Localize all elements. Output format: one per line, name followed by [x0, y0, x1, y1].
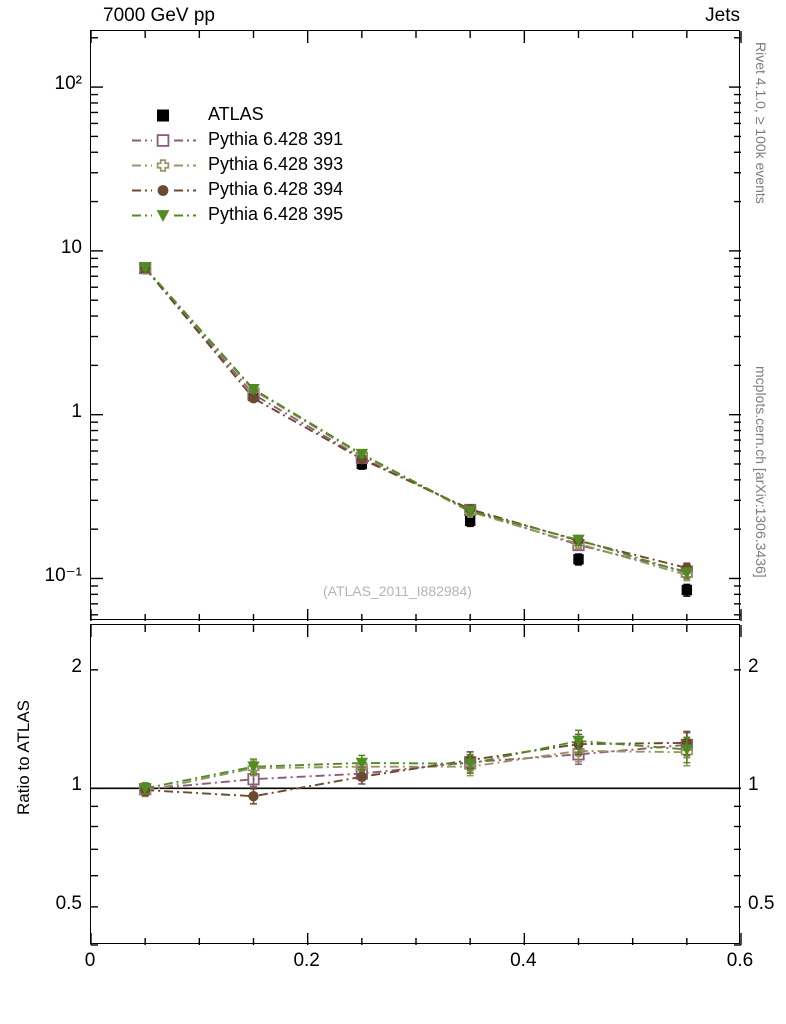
legend-label: Pythia 6.428 394	[208, 179, 344, 199]
mcplots-credit-text: mcplots.cern.ch [arXiv:1306.3436]	[753, 366, 769, 578]
ratio-y-tick-label-right: 0.5	[748, 892, 775, 914]
ratio-axis-title: Ratio to ATLAS	[14, 700, 33, 815]
legend-marker-triangle-down-icon	[130, 203, 202, 228]
legend-marker-circle-filled-icon	[130, 178, 202, 203]
legend-marker-square-open-icon	[130, 128, 202, 153]
analysis-watermark: (ATLAS_2011_I882984)	[323, 583, 472, 599]
ratio-y-tick-label-left: 2	[71, 655, 82, 677]
legend-label: Pythia 6.428 391	[208, 129, 344, 149]
x-tick-label: 0	[84, 950, 96, 971]
main-plot-panel	[90, 30, 742, 621]
x-tick-label: 0.6	[726, 950, 754, 971]
rivet-version-text: Rivet 4.1.0, ≥ 100k events	[753, 42, 769, 204]
legend-marker-square-filled-icon	[130, 103, 202, 128]
x-tick-label: 0.2	[293, 950, 320, 971]
main-y-tick-label: 10⁻¹	[44, 565, 83, 587]
ratio-plot-panel	[90, 624, 742, 946]
header-right-label: Jets	[705, 5, 740, 26]
header-left-label: 7000 GeV pp	[103, 5, 215, 26]
legend-marker-cross-open-icon	[130, 153, 202, 178]
ratio-y-tick-label-right: 1	[748, 774, 759, 796]
ratio-y-tick-label-left: 0.5	[55, 892, 82, 914]
legend-label: ATLAS	[208, 104, 264, 124]
main-plot-canvas	[90, 31, 742, 621]
ratio-y-tick-label-right: 2	[748, 655, 759, 677]
ratio-y-tick-label-left: 1	[71, 774, 82, 796]
main-y-tick-label: 1	[71, 400, 82, 422]
legend-label: Pythia 6.428 395	[208, 204, 344, 224]
legend-label: Pythia 6.428 393	[208, 154, 344, 174]
main-y-tick-label: 10²	[54, 73, 82, 95]
x-tick-label: 0.4	[510, 950, 537, 971]
ratio-plot-canvas	[90, 625, 742, 946]
main-y-tick-label: 10	[60, 236, 82, 258]
